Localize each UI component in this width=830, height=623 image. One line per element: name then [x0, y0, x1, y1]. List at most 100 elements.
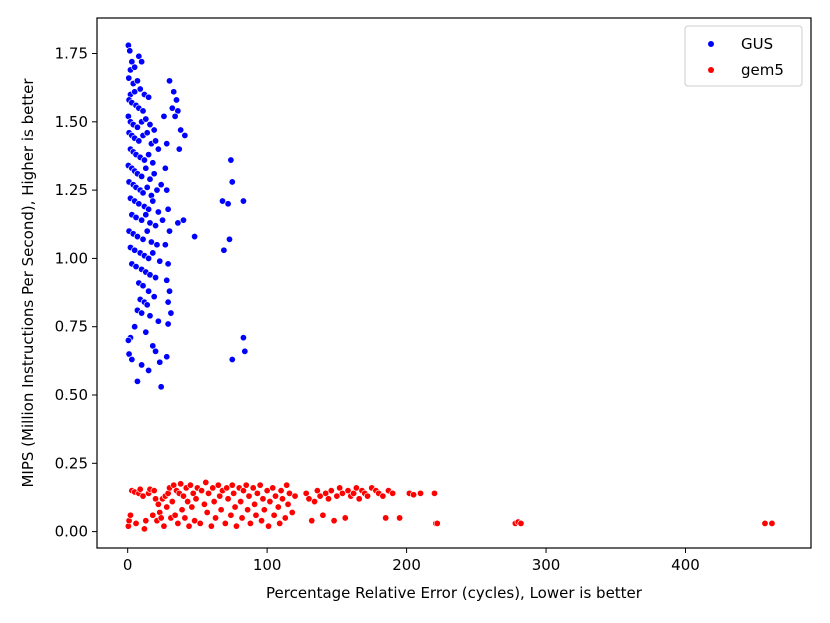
- point-gus: [150, 170, 158, 178]
- y-tick-label: 0.75: [55, 318, 88, 336]
- point-gus: [131, 323, 139, 331]
- point-gus: [168, 104, 176, 112]
- point-gem5: [227, 511, 235, 519]
- point-gem5: [207, 522, 215, 530]
- point-gus: [161, 164, 169, 172]
- point-gem5: [191, 517, 199, 525]
- point-gem5: [184, 498, 192, 506]
- x-axis-ticks: 0 100 200 300 400: [123, 548, 700, 574]
- point-gem5: [242, 481, 250, 489]
- point-gus: [150, 293, 158, 301]
- point-gem5: [157, 514, 165, 522]
- point-gem5: [410, 491, 418, 499]
- point-gus: [128, 58, 136, 66]
- point-gem5: [149, 511, 157, 519]
- point-gus: [224, 200, 232, 208]
- x-tick-label: 100: [253, 556, 282, 574]
- point-gem5: [319, 511, 327, 519]
- point-gus: [172, 96, 180, 104]
- point-gus: [179, 216, 187, 224]
- point-gem5: [324, 495, 332, 503]
- legend: GUS gem5: [684, 25, 803, 87]
- point-gus: [149, 342, 157, 350]
- point-gem5: [271, 492, 279, 500]
- point-gem5: [212, 514, 220, 522]
- point-gem5: [132, 519, 140, 527]
- point-gus: [228, 355, 236, 363]
- point-gem5: [278, 495, 286, 503]
- point-gus: [163, 140, 171, 148]
- point-gus: [125, 74, 133, 82]
- point-gem5: [210, 498, 218, 506]
- legend-marker-gem5: [708, 67, 714, 73]
- point-gus: [152, 222, 160, 230]
- point-gus: [152, 347, 160, 355]
- point-gus: [157, 383, 165, 391]
- point-gus: [138, 216, 146, 224]
- point-gus: [135, 52, 143, 60]
- y-tick-label: 1.25: [55, 181, 88, 199]
- point-gem5: [430, 489, 438, 497]
- point-gus: [145, 93, 153, 101]
- point-gus: [143, 301, 151, 309]
- point-gem5: [396, 514, 404, 522]
- point-gem5: [249, 484, 257, 492]
- point-gem5: [263, 487, 271, 495]
- point-gus: [164, 260, 172, 268]
- point-gus: [225, 235, 233, 243]
- point-gem5: [170, 481, 178, 489]
- point-gem5: [239, 487, 247, 495]
- point-gem5: [313, 487, 321, 495]
- point-gus: [139, 189, 147, 197]
- point-gus: [239, 334, 247, 342]
- point-gem5: [178, 506, 186, 514]
- x-tick-label: 200: [392, 556, 421, 574]
- point-gem5: [311, 498, 319, 506]
- point-gem5: [217, 506, 225, 514]
- y-tick-label: 1.75: [55, 45, 88, 63]
- point-gem5: [185, 522, 193, 530]
- point-gem5: [152, 495, 160, 503]
- point-gus: [146, 175, 154, 183]
- plot-frame: [96, 17, 812, 549]
- point-gus: [175, 145, 183, 153]
- x-tick-label: 400: [671, 556, 700, 574]
- point-gus: [164, 298, 172, 306]
- point-gem5: [285, 489, 293, 497]
- point-gus: [136, 85, 144, 93]
- point-gem5: [270, 511, 278, 519]
- point-gus: [163, 353, 171, 361]
- point-gus: [149, 197, 157, 205]
- point-gem5: [140, 525, 148, 533]
- point-gem5: [379, 492, 387, 500]
- data-points: [124, 41, 776, 533]
- point-gus: [154, 208, 162, 216]
- point-gus: [133, 123, 141, 131]
- point-gem5: [196, 519, 204, 527]
- point-gem5: [352, 484, 360, 492]
- point-gus: [124, 336, 132, 344]
- x-axis-label: Percentage Relative Error (cycles), Lowe…: [266, 584, 643, 602]
- point-gem5: [336, 484, 344, 492]
- point-gus: [135, 200, 143, 208]
- point-gem5: [382, 514, 390, 522]
- point-gem5: [269, 484, 277, 492]
- point-gem5: [253, 489, 261, 497]
- point-gus: [146, 271, 154, 279]
- point-gem5: [231, 503, 239, 511]
- point-gem5: [126, 511, 134, 519]
- point-gus: [159, 216, 167, 224]
- point-gem5: [327, 487, 335, 495]
- point-gem5: [305, 495, 313, 503]
- point-gem5: [174, 519, 182, 527]
- point-gus: [152, 274, 160, 282]
- point-gem5: [238, 514, 246, 522]
- point-gem5: [517, 519, 525, 527]
- point-gus: [153, 241, 161, 249]
- y-tick-label: 1.00: [55, 249, 88, 267]
- point-gus: [138, 361, 146, 369]
- point-gus: [241, 347, 249, 355]
- point-gus: [133, 377, 141, 385]
- point-gem5: [150, 487, 158, 495]
